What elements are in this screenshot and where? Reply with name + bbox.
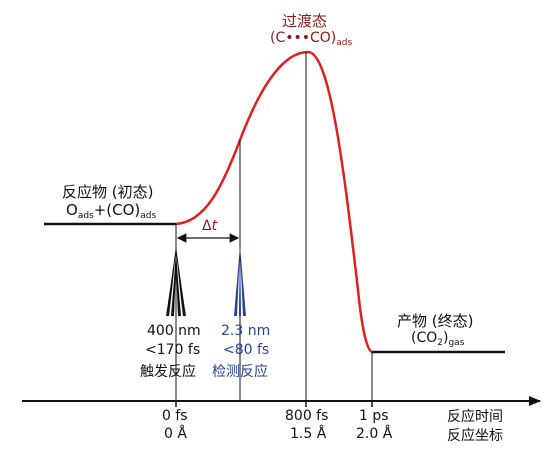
pump-wavelength: 400 nm <box>147 323 201 339</box>
reactant-co: +(CO) <box>93 201 141 219</box>
reactant-o-sub: ads <box>77 211 94 221</box>
tick-label-coord-1: 1.5 Å <box>290 426 327 442</box>
pump-label: 触发反应 <box>140 364 196 380</box>
transition-formula-main: (C•••CO) <box>270 30 337 46</box>
product-sub-gas: gas <box>448 338 465 348</box>
transition-state-title: 过渡态 <box>282 12 328 30</box>
tick-label-coord-2: 2.0 Å <box>356 426 393 442</box>
probe-duration: <80 fs <box>223 342 270 358</box>
delta-t-symbol: t <box>211 218 218 234</box>
transition-state-formula: (C•••CO)ads <box>270 30 353 48</box>
product-close: ) <box>443 330 449 346</box>
transition-formula-sub: ads <box>336 38 353 48</box>
tick-label-time-1: 800 fs <box>285 408 329 424</box>
reactant-formula: Oads+(CO)ads <box>66 201 157 221</box>
delta-symbol: Δ <box>202 218 212 234</box>
axis-label-coord: 反应坐标 <box>447 428 503 444</box>
product-co: (CO <box>411 330 438 346</box>
pump-duration: <170 fs <box>145 342 201 358</box>
reactant-title: 反应物 (初态) <box>62 183 154 201</box>
product-title: 产物 (终态) <box>397 312 474 330</box>
probe-label: 检测反应 <box>212 364 268 380</box>
tick-label-time-0: 0 fs <box>162 408 188 424</box>
product-formula: (CO2)gas <box>411 330 465 348</box>
axis-label-time: 反应时间 <box>447 409 503 425</box>
reactant-co-sub: ads <box>140 211 157 221</box>
reactant-o: O <box>66 201 78 219</box>
probe-pulse <box>234 246 246 316</box>
delta-t-label: Δt <box>202 218 217 234</box>
probe-wavelength: 2.3 nm <box>221 323 271 339</box>
energy-curve <box>175 50 373 354</box>
product-sub2: 2 <box>437 338 443 348</box>
tick-label-time-2: 1 ps <box>359 408 389 424</box>
tick-label-coord-0: 0 Å <box>164 426 187 442</box>
pump-pulse <box>166 246 186 316</box>
